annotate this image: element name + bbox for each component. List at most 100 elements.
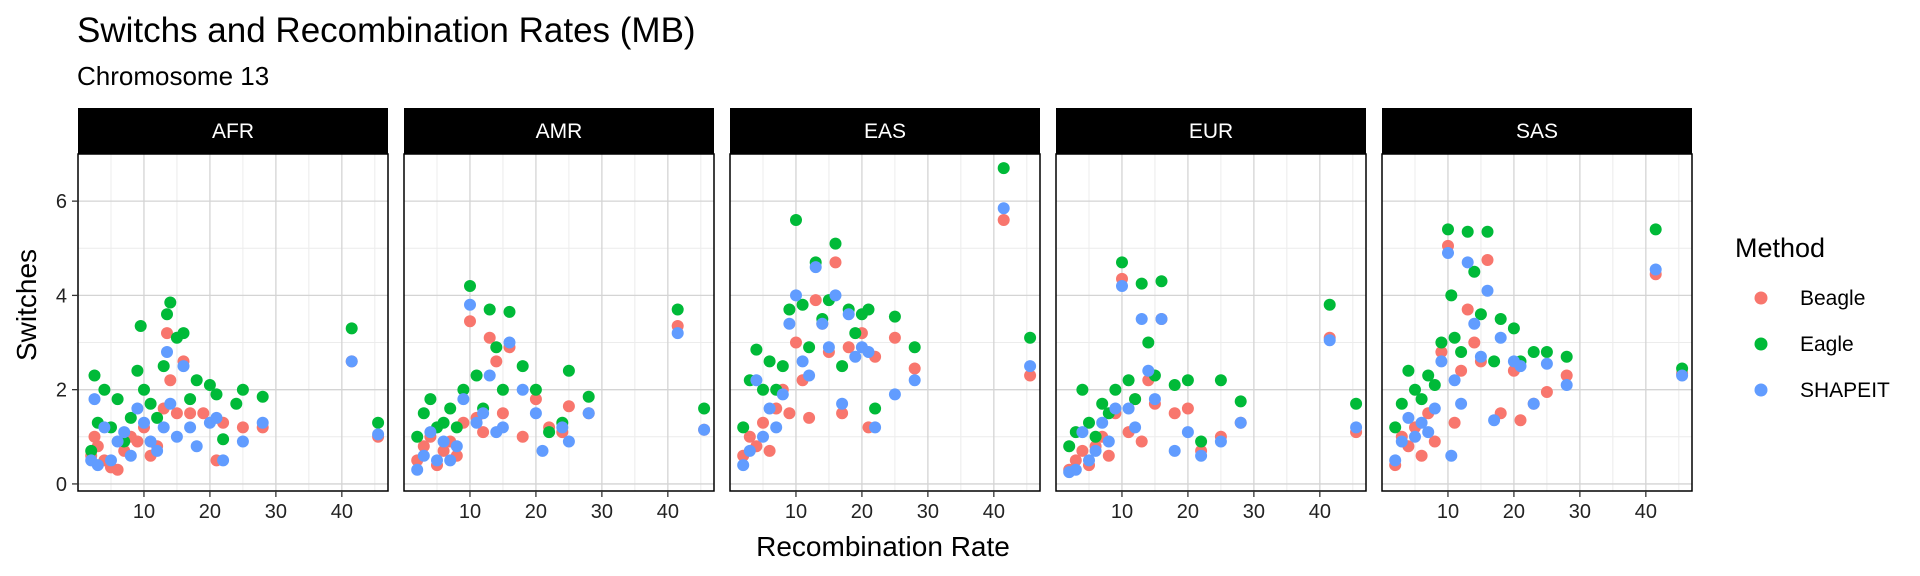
legend-label-shapeit: SHAPEIT: [1800, 379, 1890, 402]
data-point-eagle: [1474, 308, 1487, 321]
data-point-beagle: [483, 331, 496, 344]
data-point-beagle: [490, 355, 503, 368]
data-point-eagle: [1461, 225, 1474, 238]
data-point-shapeit: [1422, 426, 1435, 439]
data-point-shapeit: [1494, 331, 1507, 344]
data-point-eagle: [1494, 313, 1507, 325]
data-point-eagle: [1649, 223, 1662, 236]
data-point-eagle: [470, 369, 483, 382]
data-point-eagle: [1395, 397, 1408, 410]
data-point-shapeit: [1109, 402, 1122, 415]
data-point-eagle: [1142, 336, 1155, 349]
data-point-eagle: [862, 303, 875, 316]
data-point-shapeit: [1076, 426, 1089, 439]
x-tick-label: 10: [785, 501, 807, 523]
data-point-eagle: [997, 162, 1010, 175]
data-point-shapeit: [444, 454, 457, 467]
panel-border: [77, 153, 389, 492]
data-point-shapeit: [1428, 402, 1441, 415]
x-tick-label: 40: [657, 501, 679, 523]
data-point-eagle: [790, 214, 802, 226]
data-point-beagle: [997, 214, 1010, 226]
data-point-eagle: [88, 369, 101, 382]
facet-strip: [404, 108, 714, 154]
facet-strip-label: SAS: [1516, 120, 1558, 143]
data-point-shapeit: [345, 355, 358, 368]
data-point-shapeit: [1195, 449, 1208, 462]
panel-border: [729, 153, 1041, 492]
data-point-shapeit: [256, 416, 269, 429]
data-point-eagle: [783, 303, 796, 316]
data-point-shapeit: [1514, 360, 1527, 373]
data-point-shapeit: [1649, 263, 1662, 276]
data-point-beagle: [836, 407, 849, 420]
data-point-eagle: [776, 360, 789, 373]
data-point-eagle: [1445, 289, 1458, 302]
data-point-shapeit: [210, 411, 223, 424]
data-point-shapeit: [698, 423, 711, 436]
data-point-shapeit: [164, 397, 177, 410]
data-point-beagle: [1468, 336, 1481, 349]
data-point-eagle: [417, 407, 430, 420]
x-tick-label: 40: [983, 501, 1005, 523]
data-point-eagle: [1024, 331, 1037, 344]
data-point-shapeit: [836, 397, 849, 410]
data-point-eagle: [836, 360, 849, 373]
data-point-shapeit: [1129, 421, 1142, 434]
data-point-shapeit: [1468, 317, 1481, 330]
data-point-shapeit: [464, 298, 476, 311]
chart-subtitle: Chromosome 13: [77, 61, 269, 91]
data-point-shapeit: [790, 289, 802, 302]
data-point-shapeit: [1142, 364, 1155, 377]
data-point-eagle: [203, 379, 216, 391]
data-point-beagle: [1135, 435, 1148, 448]
x-tick-label: 30: [591, 501, 613, 523]
data-point-beagle: [1560, 369, 1573, 382]
data-point-beagle: [1069, 454, 1082, 467]
data-point-eagle: [464, 280, 476, 292]
data-point-beagle: [131, 435, 144, 448]
data-point-shapeit: [450, 440, 463, 453]
data-point-eagle: [1096, 397, 1109, 410]
facet-strip-label: AMR: [536, 120, 583, 143]
data-point-beagle: [1181, 402, 1194, 415]
data-point-eagle: [529, 383, 542, 396]
data-point-eagle: [1415, 393, 1428, 406]
legend-key-beagle: [1754, 291, 1768, 305]
data-point-eagle: [217, 433, 230, 446]
facet-strip: [1056, 108, 1366, 154]
data-point-beagle: [464, 315, 476, 328]
data-point-eagle: [1448, 331, 1461, 344]
data-point-eagle: [1402, 364, 1415, 377]
facet-panel-amr: AMR 10 20 30 40: [403, 108, 715, 523]
data-point-shapeit: [1527, 397, 1540, 410]
x-tick-label: 30: [1569, 501, 1591, 523]
data-point-eagle: [1116, 256, 1128, 269]
x-tick-label: 10: [1111, 501, 1133, 523]
data-point-shapeit: [1214, 435, 1227, 448]
data-point-beagle: [1428, 435, 1441, 448]
data-point-shapeit: [809, 261, 822, 274]
data-point-beagle: [783, 407, 796, 420]
facet-strip: [78, 108, 388, 154]
data-point-shapeit: [1488, 414, 1501, 427]
data-point-shapeit: [424, 426, 437, 439]
data-point-beagle: [88, 430, 101, 443]
x-tick-label: 20: [1503, 501, 1525, 523]
data-point-beagle: [516, 430, 529, 443]
data-point-eagle: [1488, 355, 1501, 368]
data-point-eagle: [516, 360, 529, 373]
data-point-eagle: [1527, 346, 1540, 358]
legend-key-shapeit: [1754, 383, 1768, 397]
data-point-beagle: [1024, 369, 1037, 382]
data-point-shapeit: [1323, 334, 1336, 347]
data-point-shapeit: [803, 369, 816, 382]
y-tick-label: 4: [56, 285, 67, 307]
data-point-shapeit: [177, 360, 190, 373]
facet-strip: [730, 108, 1040, 154]
x-tick-label: 20: [1177, 501, 1199, 523]
data-point-shapeit: [776, 388, 789, 401]
data-point-shapeit: [743, 444, 756, 457]
data-point-beagle: [1455, 364, 1468, 377]
